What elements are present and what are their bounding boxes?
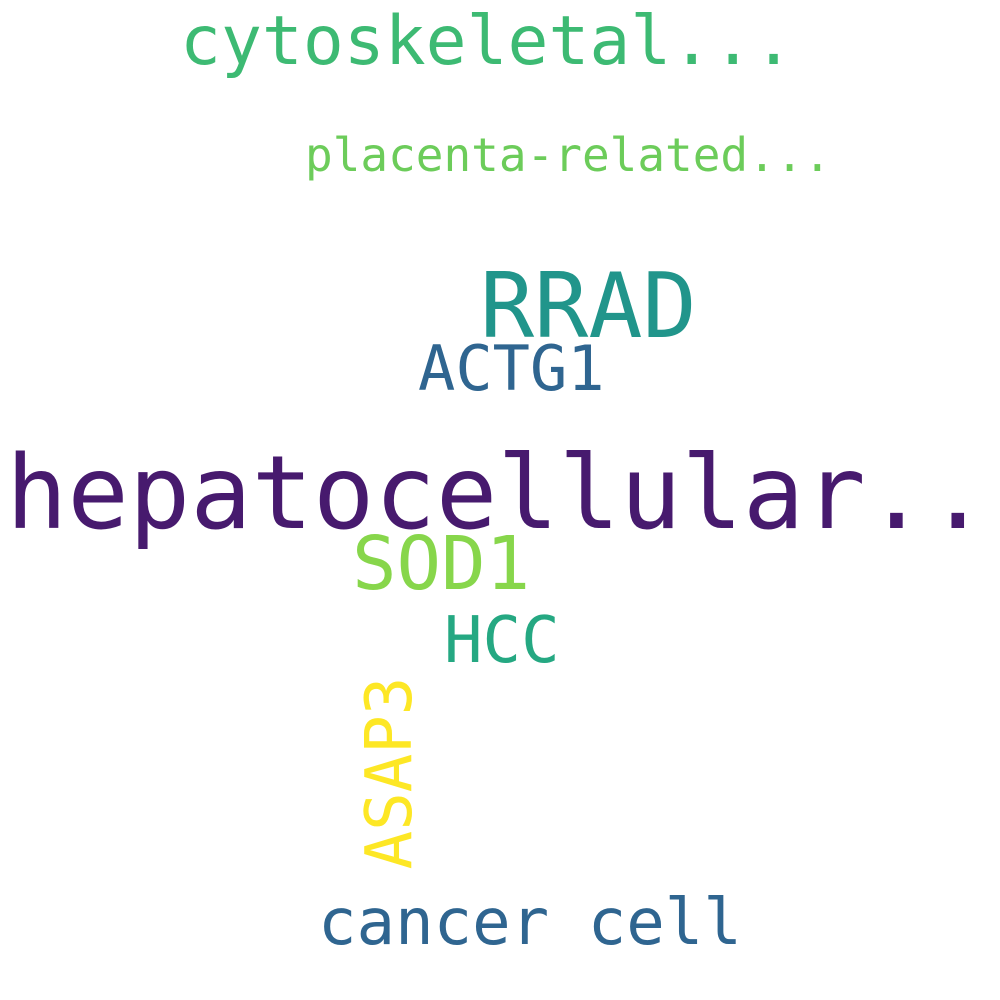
word-rrad: RRAD [480, 254, 697, 359]
word-actg1: ACTG1 [418, 332, 605, 405]
word-cancer-cell: cancer cell [318, 886, 742, 960]
word-hepatocellular: hepatocellular... [6, 434, 1000, 553]
word-asap3: ASAP3 [353, 676, 427, 870]
word-cytoskeletal: cytoskeletal... [180, 2, 795, 81]
word-hcc: HCC [444, 604, 560, 678]
word-placenta-related: placenta-related... [305, 128, 832, 182]
word-sod1: SOD1 [352, 521, 531, 607]
